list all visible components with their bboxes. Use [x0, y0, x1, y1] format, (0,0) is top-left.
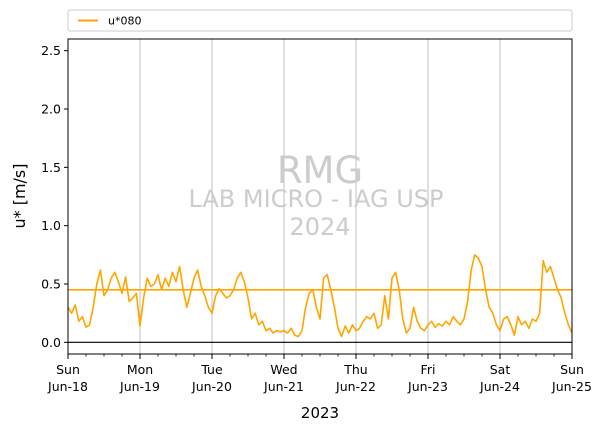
grid-lines	[139, 39, 501, 354]
x-tick-label-date-4: Jun-22	[335, 379, 376, 394]
plot-area: RMG LAB MICRO - IAG USP 2024	[67, 38, 573, 355]
legend-label: u*080	[108, 15, 141, 28]
y-axis: 0.0 0.5 1.0 1.5 2.0 2.5	[41, 43, 68, 350]
x-tick-label-day-0: Sun	[56, 362, 80, 377]
x-tick-label-date-7: Jun-25	[551, 379, 592, 394]
x-tick-label-date-2: Jun-20	[191, 379, 232, 394]
x-tick-label-day-2: Tue	[200, 362, 223, 377]
x-tick-label-day-3: Wed	[270, 362, 297, 377]
x-tick-label-day-4: Thu	[343, 362, 367, 377]
y-axis-label: u* [m/s]	[10, 163, 29, 228]
y-tick-label-2: 1.0	[41, 218, 61, 233]
x-tick-label-date-6: Jun-24	[479, 379, 520, 394]
x-tick-label-day-7: Sun	[560, 362, 584, 377]
x-tick-label-date-5: Jun-23	[407, 379, 448, 394]
x-axis-label: 2023	[301, 404, 339, 422]
x-tick-label-day-1: Mon	[127, 362, 153, 377]
watermark-line-2: LAB MICRO - IAG USP	[188, 185, 443, 213]
watermark-line-1: RMG	[277, 149, 363, 192]
x-axis: Sun Jun-18 Mon Jun-19 Tue Jun-20 Wed Jun-21 Thu J…	[47, 354, 592, 394]
y-tick-label-0: 0.0	[41, 335, 61, 350]
legend: u*080	[67, 9, 573, 32]
x-tick-label-date-1: Jun-19	[119, 379, 160, 394]
x-tick-label-date-3: Jun-21	[263, 379, 304, 394]
y-tick-label-4: 2.0	[41, 102, 61, 117]
legend-box	[67, 9, 573, 32]
x-tick-label-day-6: Sat	[490, 362, 511, 377]
x-tick-label-date-0: Jun-18	[47, 379, 88, 394]
y-tick-label-1: 0.5	[41, 277, 61, 292]
watermark-line-3: 2024	[289, 213, 350, 241]
x-tick-label-day-5: Fri	[421, 362, 436, 377]
y-tick-label-3: 1.5	[41, 160, 61, 175]
series-line-u080	[67, 254, 573, 338]
y-tick-label-5: 2.5	[41, 43, 61, 58]
